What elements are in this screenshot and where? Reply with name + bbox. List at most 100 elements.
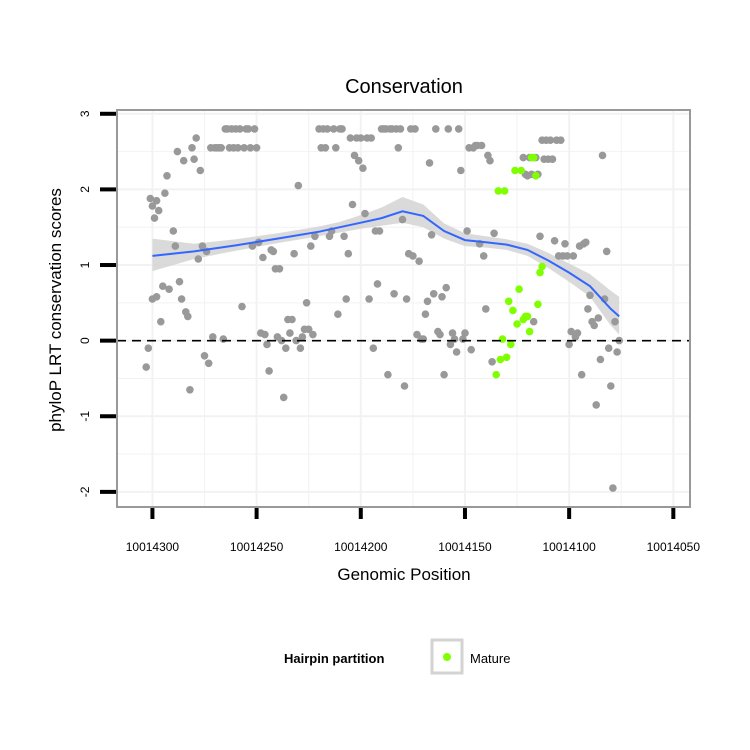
data-point-other: [548, 155, 557, 163]
data-point-other: [557, 136, 565, 144]
confidence-ribbon: [152, 197, 620, 335]
data-point-other: [467, 345, 476, 354]
data-point-other: [561, 240, 569, 248]
data-point-other: [286, 329, 294, 337]
x-axis-title: Genomic Position: [337, 565, 470, 584]
data-point-other: [275, 265, 284, 273]
data-point-other: [263, 340, 271, 349]
data-point-other: [144, 344, 153, 353]
data-point-other: [163, 172, 171, 180]
data-point-other: [425, 159, 434, 167]
data-point-other: [423, 297, 432, 306]
data-point-other: [344, 249, 353, 258]
data-point-other: [584, 305, 592, 313]
data-point-other: [252, 144, 261, 152]
data-point-other: [461, 329, 469, 337]
data-point-mature: [507, 340, 515, 349]
data-point-other: [546, 136, 555, 144]
data-point-other: [311, 232, 319, 241]
data-point-other: [365, 295, 373, 303]
legend-label-mature: Mature: [470, 651, 510, 666]
y-tick-label: -1: [78, 411, 92, 422]
data-point-other: [290, 249, 298, 258]
data-point-other: [477, 141, 486, 150]
data-point-other: [154, 206, 163, 215]
data-point-other: [519, 153, 528, 162]
data-point-other: [159, 282, 167, 291]
data-point-other: [282, 344, 290, 353]
data-point-other: [482, 305, 490, 313]
smooth-trend-line: [152, 210, 620, 318]
y-tick-label: -2: [78, 486, 92, 497]
data-point-other: [367, 134, 376, 142]
data-point-other: [384, 370, 392, 379]
data-point-other: [567, 327, 575, 336]
data-point-other: [246, 144, 255, 152]
data-point-other: [369, 344, 378, 353]
data-point-other: [190, 155, 198, 163]
data-point-mature: [534, 300, 542, 309]
legend-key-mature: [443, 653, 451, 661]
data-point-other: [373, 280, 382, 288]
data-point-other: [161, 189, 169, 197]
data-point-other: [457, 166, 465, 175]
data-point-other: [486, 156, 494, 165]
data-point-mature: [517, 166, 525, 175]
data-point-other: [234, 144, 242, 152]
data-point-other: [448, 329, 457, 337]
data-point-other: [569, 252, 578, 260]
data-point-other: [279, 393, 288, 402]
data-point-other: [261, 330, 269, 339]
data-point-mature: [513, 320, 521, 328]
data-point-other: [573, 329, 582, 337]
data-point-mature: [529, 153, 538, 162]
data-point-mature: [538, 262, 546, 271]
data-point-other: [219, 335, 228, 343]
data-point-mature: [523, 312, 532, 321]
data-point-other: [398, 215, 407, 224]
x-tick-label: 10014050: [647, 540, 701, 554]
y-tick-label: 2: [78, 186, 92, 193]
y-tick-label: 0: [78, 337, 92, 344]
data-point-other: [304, 325, 313, 334]
data-point-other: [361, 209, 369, 218]
data-point-other: [421, 310, 430, 319]
data-point-other: [390, 290, 398, 298]
data-point-other: [440, 370, 448, 379]
data-point-other: [411, 125, 419, 133]
data-point-other: [321, 144, 330, 152]
legend-title: Hairpin partition: [284, 651, 384, 666]
data-point-other: [329, 125, 338, 133]
data-point-other: [342, 295, 351, 303]
data-point-other: [609, 484, 617, 492]
data-point-other: [490, 229, 498, 238]
data-point-other: [359, 164, 367, 172]
data-point-mature: [536, 268, 544, 277]
data-point-other: [550, 237, 559, 245]
data-point-other: [409, 252, 417, 260]
data-point-other: [529, 317, 538, 326]
data-point-other: [186, 386, 194, 394]
data-point-other: [298, 333, 307, 341]
data-point-other: [204, 359, 213, 368]
data-point-other: [209, 333, 217, 341]
data-point-other: [611, 317, 619, 326]
data-point-mature: [532, 172, 540, 180]
data-point-other: [175, 277, 184, 286]
chart-title: Conservation: [345, 76, 463, 98]
data-point-other: [292, 336, 301, 345]
data-point-mature: [494, 187, 503, 195]
data-point-other: [442, 283, 451, 292]
data-point-other: [594, 314, 603, 322]
data-point-mature: [502, 353, 511, 362]
x-tick-label: 10014150: [438, 540, 492, 554]
data-point-other: [432, 125, 440, 133]
data-point-other: [157, 317, 165, 326]
data-point-mature: [498, 335, 507, 343]
data-point-other: [152, 196, 161, 205]
data-point-other: [177, 295, 186, 303]
data-point-other: [244, 125, 253, 133]
data-point-other: [536, 232, 544, 241]
data-point-other: [586, 291, 594, 300]
data-point-other: [171, 242, 180, 250]
